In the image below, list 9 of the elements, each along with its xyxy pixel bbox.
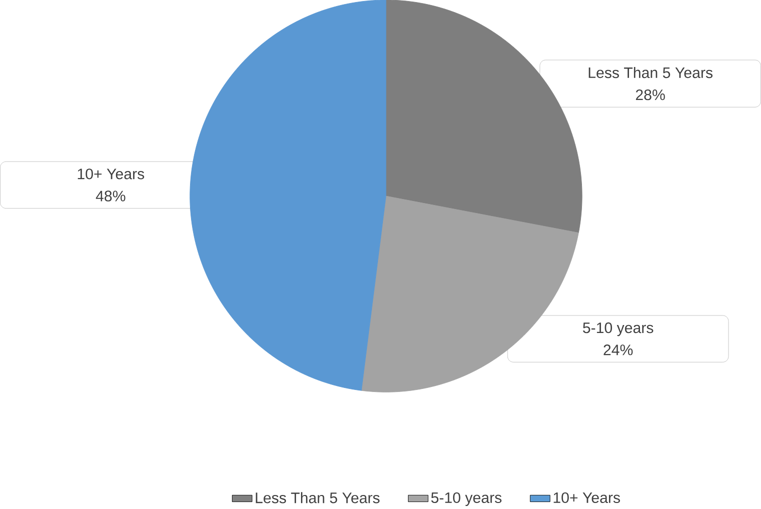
legend-label: 10+ Years <box>554 492 620 503</box>
data-label: 24% <box>604 344 633 355</box>
legend-label: Less Than 5 Years <box>256 492 380 503</box>
legend-label: 5-10 years <box>431 492 502 506</box>
slice-label: 10+ Years <box>78 168 144 180</box>
slice-label: Less Than 5 Years <box>588 66 713 78</box>
data-label: 28% <box>636 89 665 100</box>
data-label: 48% <box>96 190 126 202</box>
slice-label: 5-10 years <box>582 322 654 336</box>
